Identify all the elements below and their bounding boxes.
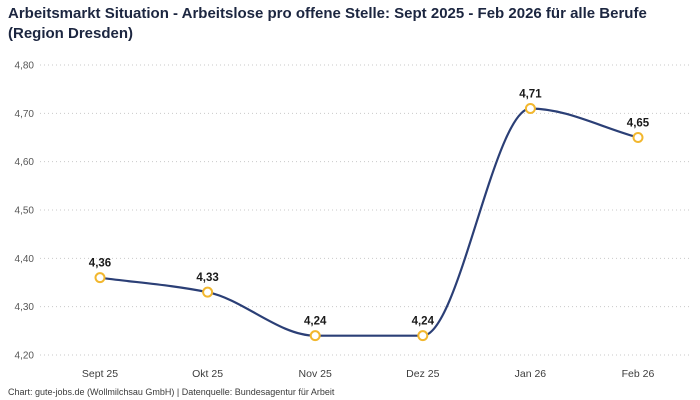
- y-tick-label: 4,40: [15, 254, 35, 265]
- data-point-label: 4,24: [412, 316, 435, 328]
- data-point-label: 4,71: [519, 89, 542, 101]
- data-point-marker: [524, 103, 536, 114]
- x-tick-label: Sept 25: [82, 368, 118, 380]
- data-point-marker: [94, 272, 106, 284]
- y-tick-label: 4,50: [15, 206, 35, 217]
- data-point-label: 4,65: [627, 118, 650, 130]
- y-tick-label: 4,30: [15, 302, 35, 313]
- line-chart: 4,20 4,30 4,40 4,50 4,60 4,70 4,80 Sept 25 Okt 2…: [15, 61, 692, 380]
- data-point-marker: [309, 330, 321, 342]
- data-point-marker: [417, 330, 429, 342]
- line-series: [98, 107, 640, 337]
- data-point-label: 4,36: [89, 258, 111, 270]
- data-point-label: 4,24: [304, 316, 327, 328]
- y-tick-label: 4,80: [15, 61, 35, 72]
- x-tick-label: Nov 25: [299, 368, 332, 380]
- x-tick-label: Jan 26: [515, 368, 547, 380]
- y-tick-label: 4,60: [15, 157, 35, 168]
- y-tick-label: 4,20: [15, 351, 35, 362]
- data-point-marker: [202, 286, 214, 298]
- x-tick-label: Okt 25: [192, 368, 223, 380]
- y-tick-label: 4,70: [15, 109, 35, 120]
- x-tick-label: Dez 25: [406, 368, 439, 380]
- x-tick-label: Feb 26: [622, 368, 655, 380]
- data-point-marker: [632, 132, 644, 143]
- chart-credit: Chart: gute-jobs.de (Wollmilchsau GmbH) …: [8, 387, 335, 397]
- chart-title: Arbeitsmarkt Situation - Arbeitslose pro…: [8, 5, 647, 42]
- data-point-label: 4,33: [196, 272, 218, 284]
